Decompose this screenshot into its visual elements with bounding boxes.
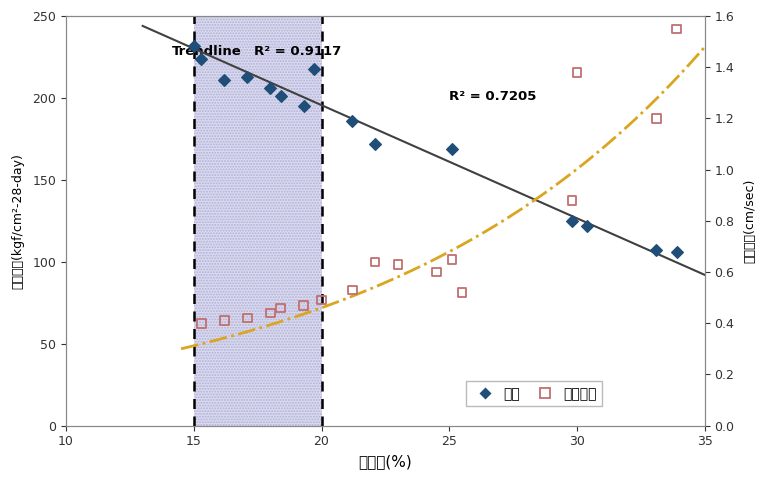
Point <box>265 309 277 317</box>
Point <box>566 196 578 204</box>
X-axis label: 공극률(%): 공극률(%) <box>358 454 413 469</box>
Bar <box>194 16 321 426</box>
Point <box>566 217 578 225</box>
Y-axis label: 투수계수(cm/sec): 투수계수(cm/sec) <box>743 179 756 263</box>
Point <box>275 304 287 312</box>
Point <box>650 115 663 122</box>
Point <box>670 25 683 33</box>
Point <box>650 247 663 254</box>
Point <box>446 145 458 153</box>
Point <box>219 76 231 84</box>
Point <box>369 140 381 148</box>
Point <box>446 255 458 263</box>
Point <box>369 258 381 265</box>
Point <box>265 84 277 92</box>
Point <box>219 317 231 324</box>
Text: R² = 0.7205: R² = 0.7205 <box>449 90 537 103</box>
Point <box>188 42 200 49</box>
Legend: 강도, 투수계수: 강도, 투수계수 <box>466 381 602 407</box>
Point <box>315 296 328 304</box>
Point <box>298 102 310 110</box>
Point <box>346 117 358 125</box>
Point <box>308 65 320 72</box>
Text: Trendline: Trendline <box>172 45 241 58</box>
Point <box>670 248 683 256</box>
Point <box>242 314 254 322</box>
Point <box>298 301 310 309</box>
Point <box>346 286 358 294</box>
Point <box>456 288 468 296</box>
Point <box>196 55 208 62</box>
Point <box>196 319 208 327</box>
Point <box>275 93 287 100</box>
Point <box>571 69 583 76</box>
Y-axis label: 압축강도(kgf/cm²-28-day): 압축강도(kgf/cm²-28-day) <box>11 153 24 289</box>
Text: R² = 0.9117: R² = 0.9117 <box>255 45 342 58</box>
Point <box>581 222 594 229</box>
Point <box>430 268 443 276</box>
Point <box>392 261 404 268</box>
Point <box>242 73 254 81</box>
